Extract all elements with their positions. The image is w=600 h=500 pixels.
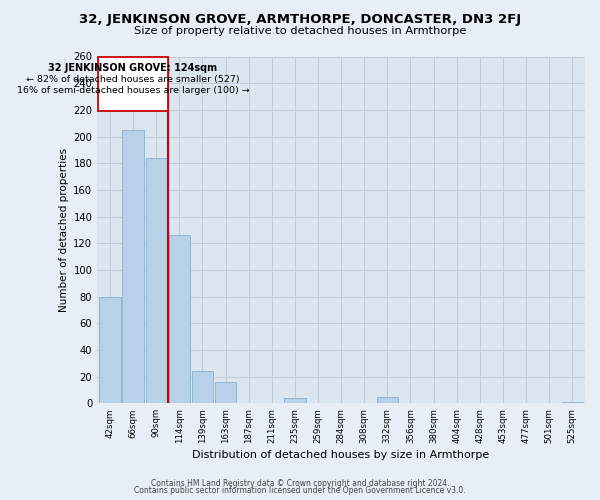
Text: 32, JENKINSON GROVE, ARMTHORPE, DONCASTER, DN3 2FJ: 32, JENKINSON GROVE, ARMTHORPE, DONCASTE…	[79, 12, 521, 26]
Text: 16% of semi-detached houses are larger (100) →: 16% of semi-detached houses are larger (…	[17, 86, 250, 95]
Bar	[215, 382, 236, 404]
Text: Size of property relative to detached houses in Armthorpe: Size of property relative to detached ho…	[134, 26, 466, 36]
Bar	[146, 158, 167, 404]
Bar	[284, 398, 305, 404]
Text: ← 82% of detached houses are smaller (527): ← 82% of detached houses are smaller (52…	[26, 75, 240, 84]
Bar	[99, 296, 121, 404]
Text: Contains public sector information licensed under the Open Government Licence v3: Contains public sector information licen…	[134, 486, 466, 495]
Bar	[169, 235, 190, 404]
Y-axis label: Number of detached properties: Number of detached properties	[59, 148, 69, 312]
Bar	[192, 372, 213, 404]
X-axis label: Distribution of detached houses by size in Armthorpe: Distribution of detached houses by size …	[193, 450, 490, 460]
FancyBboxPatch shape	[98, 56, 168, 111]
Text: Contains HM Land Registry data © Crown copyright and database right 2024.: Contains HM Land Registry data © Crown c…	[151, 478, 449, 488]
Text: 32 JENKINSON GROVE: 124sqm: 32 JENKINSON GROVE: 124sqm	[49, 63, 218, 73]
Bar	[377, 396, 398, 404]
Bar	[562, 402, 583, 404]
Bar	[122, 130, 143, 404]
